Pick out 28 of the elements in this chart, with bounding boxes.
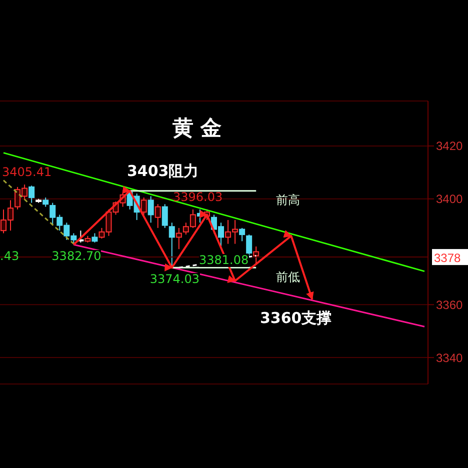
candlestick	[176, 227, 182, 250]
candlestick	[92, 232, 98, 243]
candlestick	[154, 204, 161, 228]
candlestick	[42, 197, 49, 208]
annotation: 3396.03	[173, 190, 223, 204]
text: 黄 金	[171, 114, 223, 142]
annotation: 3403阻力	[127, 162, 199, 181]
annotation: 3382.70	[52, 248, 102, 263]
candlestick	[28, 185, 35, 204]
y-tick-label: 3400	[436, 192, 464, 206]
annotation: 3374.03	[150, 272, 200, 286]
annotation: 3360支撑	[260, 309, 332, 328]
series-label: 前低	[276, 268, 300, 286]
candlestick	[168, 222, 175, 268]
y-tick-label: 3420	[436, 139, 464, 154]
series-label: 前高	[276, 192, 300, 209]
annotation: 3381.08	[199, 252, 249, 267]
candlestick	[239, 227, 246, 242]
candlestick	[246, 234, 252, 256]
candlestick	[253, 246, 260, 264]
candlestick	[140, 197, 147, 216]
annotation: .43	[0, 249, 20, 263]
candlestick	[162, 204, 168, 228]
y-tick-label: 3360	[436, 298, 464, 312]
annotation: 3405.41	[2, 165, 52, 179]
candlestick	[148, 196, 154, 224]
y-tick-label: 3340	[436, 350, 464, 365]
ref-line-label: 3378	[434, 251, 462, 266]
